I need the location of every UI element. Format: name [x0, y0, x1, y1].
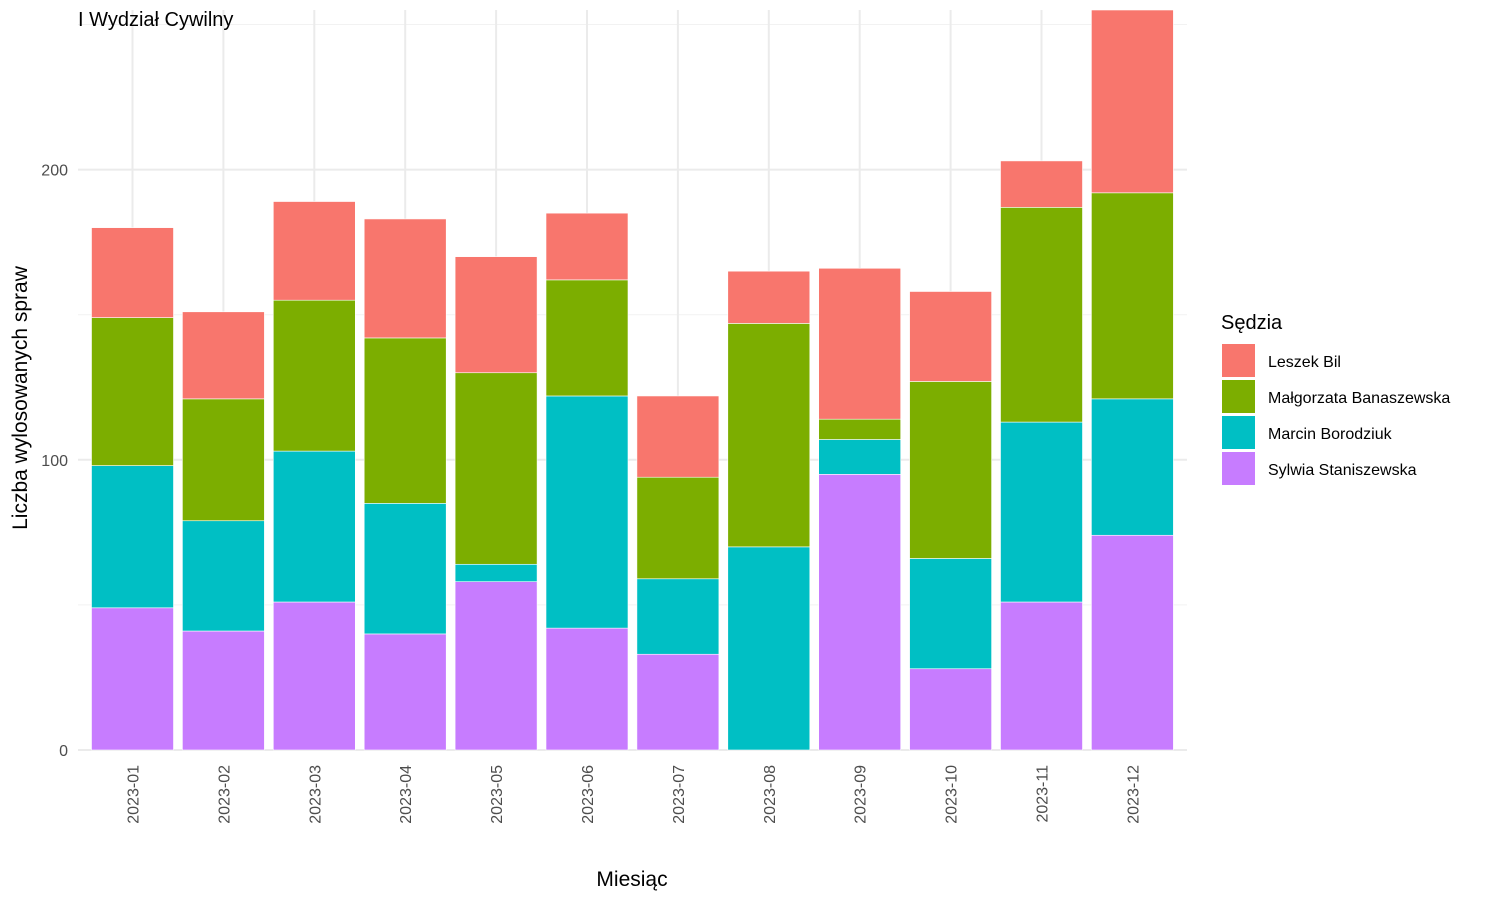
bar-segment — [91, 227, 174, 318]
bar-segment — [1091, 192, 1174, 400]
bar-segment — [909, 381, 992, 559]
x-tick-label: 2023-03 — [307, 765, 324, 824]
bar-segment — [454, 372, 538, 565]
x-tick-label: 2023-01 — [126, 765, 143, 824]
bar-segment — [909, 668, 992, 751]
x-axis-ticks: 2023-01 2023-02 2023-03 2023-04 2023-05 2023-… — [126, 765, 1143, 824]
y-axis-title: Liczba wylosowanych spraw — [9, 265, 32, 530]
x-tick-label: 2023-06 — [580, 765, 597, 824]
bar-segment — [454, 256, 538, 374]
bar-segment — [909, 558, 992, 670]
bar-segment — [727, 323, 811, 548]
bar-segment — [272, 601, 356, 751]
bar-segment — [272, 201, 356, 301]
bar-segment — [182, 311, 265, 400]
x-tick-label: 2023-07 — [671, 765, 688, 824]
bar-segment — [1000, 421, 1083, 603]
bar-segment — [818, 439, 902, 475]
bar-segment — [454, 581, 538, 751]
legend-swatch — [1222, 452, 1255, 485]
x-tick-label: 2023-02 — [216, 765, 233, 824]
bar-segment — [182, 630, 265, 751]
y-tick-label: 0 — [59, 743, 68, 760]
bar-segment — [818, 474, 902, 751]
x-tick-label: 2023-12 — [1125, 765, 1142, 824]
x-tick-label: 2023-09 — [853, 765, 870, 824]
bar-segment — [636, 395, 720, 478]
bar-segment — [91, 465, 174, 609]
x-axis-title: Miesiąc — [596, 868, 667, 891]
legend-items: Leszek Bil Małgorzata Banaszewska Marcin B… — [1222, 344, 1450, 485]
bar-segment — [636, 476, 720, 580]
bar-segment — [91, 317, 174, 466]
legend-swatch — [1222, 380, 1255, 413]
legend-swatch — [1222, 344, 1255, 377]
legend-label: Małgorzata Banaszewska — [1268, 390, 1450, 407]
y-tick-label: 100 — [41, 453, 68, 470]
bar-segment — [545, 395, 629, 629]
bar-segment — [818, 418, 902, 440]
bar-segment — [545, 627, 629, 751]
bar-segment — [636, 578, 720, 655]
bar-segment — [636, 653, 720, 751]
bar-segment — [1000, 207, 1083, 423]
bar-segment — [909, 291, 992, 382]
legend-label: Sylwia Staniszewska — [1268, 462, 1417, 479]
bar-segment — [91, 607, 174, 751]
bar-segment — [545, 279, 629, 397]
bar-segment — [1000, 160, 1083, 208]
bar-segment — [545, 212, 629, 281]
bar-segment — [1091, 534, 1174, 751]
bar-segment — [182, 520, 265, 632]
legend-swatch — [1222, 416, 1255, 449]
bar-segment — [1091, 398, 1174, 536]
y-axis-ticks: 0 100 200 — [41, 163, 68, 760]
bar-segment — [363, 633, 447, 751]
bar-segment — [818, 267, 902, 420]
bar-segment — [182, 398, 265, 522]
x-tick-label: 2023-04 — [398, 765, 415, 824]
bar-segment — [272, 450, 356, 603]
x-tick-label: 2023-05 — [489, 765, 506, 824]
bar-segment — [1000, 601, 1083, 751]
bar-segment — [454, 563, 538, 582]
bar-segment — [363, 218, 447, 339]
x-tick-label: 2023-08 — [762, 765, 779, 824]
x-tick-label: 2023-10 — [944, 765, 961, 824]
bar-segment — [272, 299, 356, 452]
chart-title: I Wydział Cywilny — [78, 9, 233, 31]
bar-segment — [363, 503, 447, 635]
bar-segment — [727, 270, 811, 324]
legend-label: Marcin Borodziuk — [1268, 426, 1393, 443]
bar-segment — [727, 546, 811, 751]
bar-segment — [1091, 9, 1174, 194]
y-tick-label: 200 — [41, 163, 68, 180]
legend-title: Sędzia — [1221, 312, 1283, 334]
legend-label: Leszek Bil — [1268, 354, 1341, 371]
legend: Sędzia Leszek Bil Małgorzata Banaszewska M… — [1221, 312, 1450, 485]
bars — [91, 9, 1174, 751]
bar-segment — [363, 337, 447, 504]
x-tick-label: 2023-11 — [1035, 765, 1052, 823]
